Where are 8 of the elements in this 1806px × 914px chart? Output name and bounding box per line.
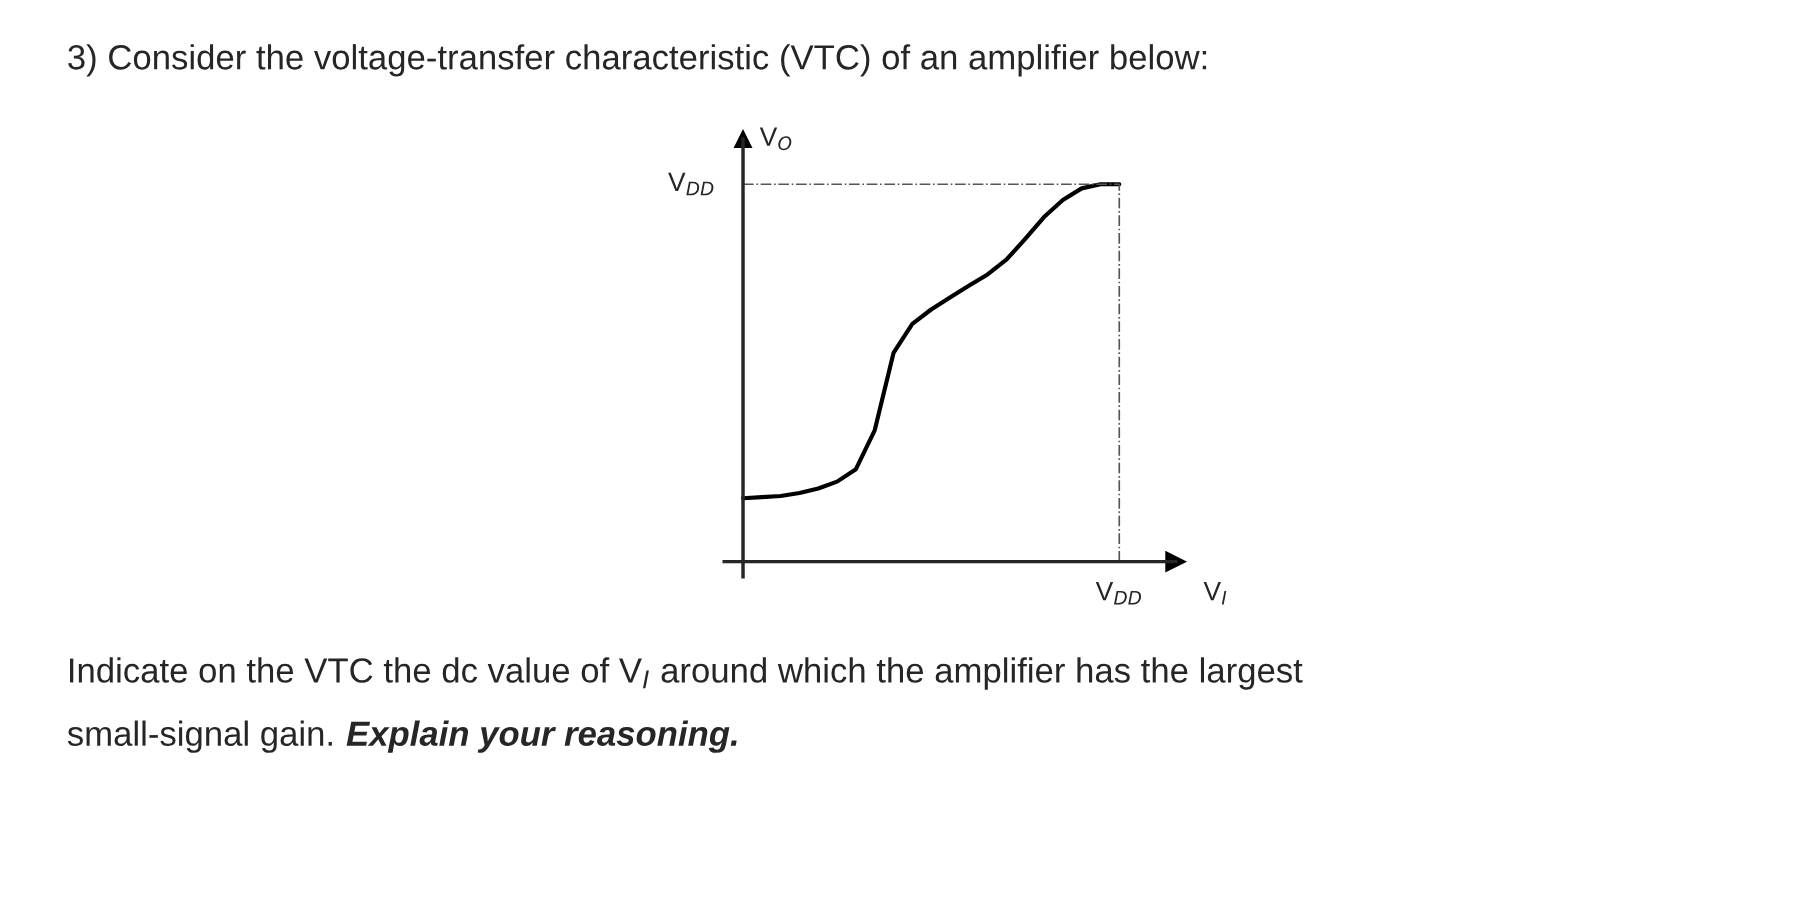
y-axis-title: V$_{O}$ bbox=[759, 127, 792, 151]
ref-line-label: V$_{DD}$ bbox=[668, 172, 714, 196]
text: Indicate on the VTC the dc value of V$_{I}$ around which the amplifier has the largest bbox=[70, 657, 1303, 690]
text: Explain your reasoning. bbox=[346, 720, 737, 753]
chart-title: 3) Consider the voltage-transfer characteristic (VTC) of an amplifier below: bbox=[68, 44, 1207, 77]
x-axis-title: V$_{I}$ bbox=[1203, 582, 1227, 605]
text: V$_{DD}$ bbox=[1095, 582, 1142, 605]
text: small-signal gain. bbox=[67, 720, 332, 753]
